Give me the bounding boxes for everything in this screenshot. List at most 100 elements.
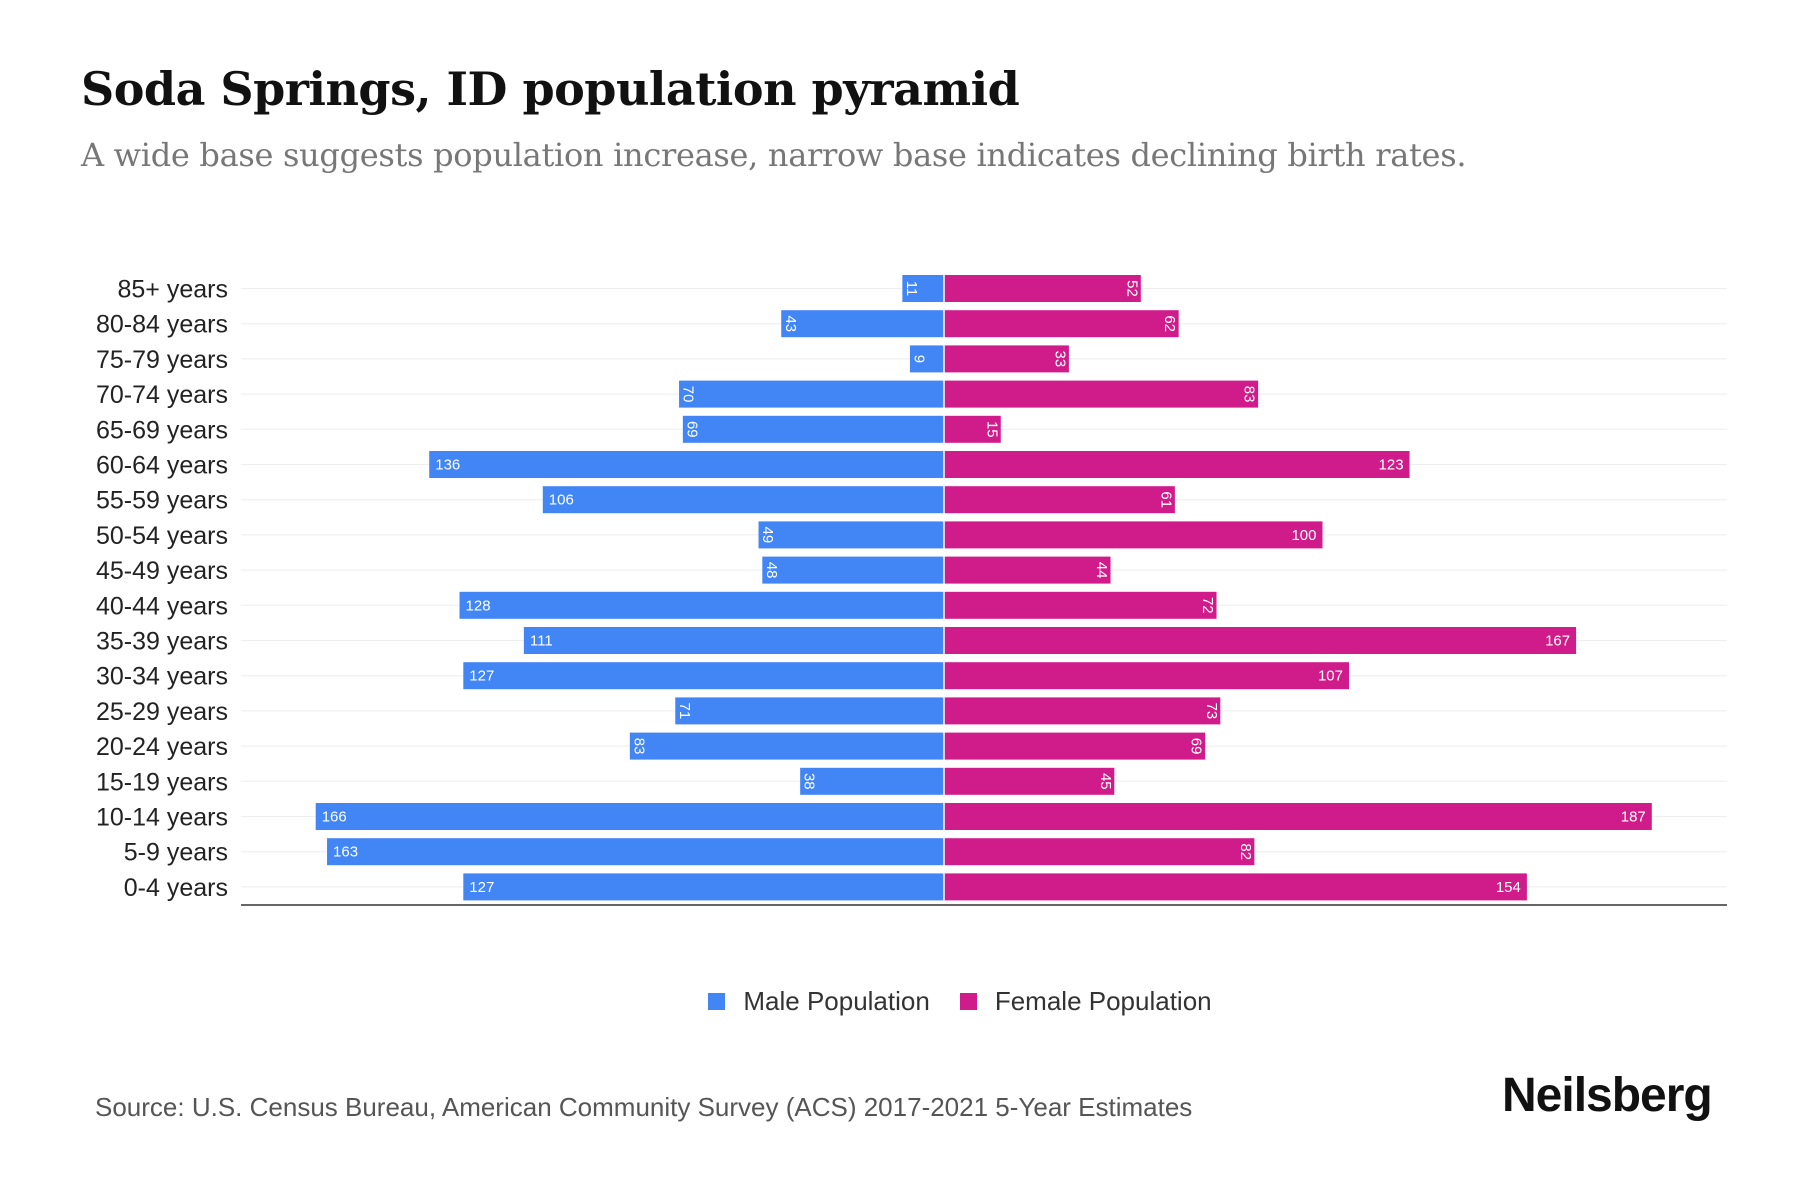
- bar-male: [327, 838, 944, 866]
- bar-female: [944, 275, 1141, 302]
- legend-item-male[interactable]: Male Population: [708, 986, 930, 1017]
- legend: Male Population Female Population: [0, 986, 1800, 1017]
- data-label: 106: [549, 492, 574, 509]
- bar-male: [902, 275, 944, 302]
- y-tick-label: 40-44 years: [96, 592, 228, 620]
- data-label: 111: [530, 633, 553, 650]
- data-label: 72: [1199, 597, 1216, 614]
- y-tick-label: 45-49 years: [96, 557, 228, 585]
- data-label: 69: [683, 421, 700, 438]
- bar-female: [944, 556, 1111, 584]
- data-label: 70: [680, 386, 697, 403]
- bar-male: [781, 310, 944, 338]
- bar-male: [909, 345, 944, 373]
- bar-female: [944, 310, 1179, 338]
- y-tick-label: 80-84 years: [96, 311, 228, 339]
- y-tick-label: 70-74 years: [96, 381, 228, 409]
- bar-male: [463, 662, 944, 690]
- data-label: 48: [763, 562, 780, 579]
- data-label: 127: [469, 879, 494, 896]
- y-tick-label: 30-34 years: [96, 663, 228, 691]
- data-label: 187: [1621, 809, 1646, 826]
- y-tick-label: 25-29 years: [96, 698, 228, 726]
- legend-label-female: Female Population: [994, 986, 1212, 1016]
- data-label: 154: [1496, 879, 1521, 896]
- y-tick-label: 20-24 years: [96, 733, 228, 761]
- bar-male: [542, 486, 944, 514]
- data-label: 166: [322, 809, 347, 826]
- data-label: 43: [782, 315, 799, 332]
- bar-male: [315, 803, 944, 830]
- legend-swatch-male: [708, 993, 726, 1010]
- data-label: 69: [1188, 738, 1205, 755]
- y-tick-label: 75-79 years: [96, 346, 228, 374]
- y-tick-label: 5-9 years: [124, 839, 228, 867]
- bar-male: [459, 591, 944, 619]
- legend-item-female[interactable]: Female Population: [959, 986, 1212, 1017]
- data-label: 45: [1097, 773, 1114, 790]
- data-label: 123: [1379, 457, 1404, 474]
- data-label: 49: [759, 527, 776, 544]
- bar-female: [944, 627, 1577, 654]
- bar-female: [944, 451, 1410, 478]
- data-label: 107: [1318, 668, 1343, 685]
- data-label: 9: [910, 355, 927, 363]
- data-label: 52: [1123, 280, 1140, 297]
- data-label: 83: [630, 738, 647, 755]
- data-label: 163: [333, 844, 358, 861]
- population-pyramid-chart: 85+ years 11 52 80-84 years 43 62 75-79 years 9…: [96, 275, 1727, 906]
- data-label: 71: [676, 703, 693, 720]
- y-tick-label: 55-59 years: [96, 487, 228, 515]
- bar-male: [679, 380, 944, 408]
- y-tick-label: 10-14 years: [96, 804, 228, 832]
- neilsberg-logo: Neilsberg: [1502, 1069, 1713, 1122]
- data-label: 136: [435, 457, 460, 474]
- bar-female: [944, 345, 1069, 373]
- bar-male: [675, 697, 944, 725]
- bar-male: [758, 521, 944, 549]
- data-label: 100: [1291, 527, 1316, 544]
- y-tick-label: 65-69 years: [96, 416, 228, 444]
- bar-male: [629, 732, 944, 760]
- data-label: 73: [1203, 703, 1220, 720]
- data-label: 44: [1093, 562, 1110, 579]
- data-label: 15: [983, 421, 1000, 438]
- data-label: 167: [1545, 633, 1570, 650]
- data-label: 33: [1051, 351, 1068, 368]
- data-label: 11: [903, 281, 920, 297]
- y-tick-label: 60-64 years: [96, 452, 228, 480]
- bar-male: [682, 415, 944, 443]
- y-tick-label: 85+ years: [118, 276, 229, 304]
- data-label: 82: [1237, 843, 1254, 860]
- y-tick-label: 15-19 years: [96, 768, 228, 796]
- bar-female: [944, 415, 1001, 443]
- data-label: 83: [1241, 386, 1258, 403]
- bar-female: [944, 697, 1221, 725]
- bar-male: [463, 873, 944, 901]
- chart-subtitle: A wide base suggests population increase…: [81, 136, 1467, 174]
- bar-male: [762, 556, 944, 584]
- bar-female: [944, 521, 1323, 549]
- y-tick-label: 0-4 years: [124, 874, 228, 902]
- y-tick-label: 50-54 years: [96, 522, 228, 550]
- bar-female: [944, 591, 1217, 619]
- bar-male: [800, 767, 944, 795]
- legend-label-male: Male Population: [743, 986, 930, 1016]
- data-label: 61: [1157, 491, 1174, 508]
- source-note: Source: U.S. Census Bureau, American Com…: [95, 1092, 1193, 1122]
- bar-female: [944, 838, 1255, 866]
- legend-swatch-female: [959, 993, 977, 1010]
- chart-title: Soda Springs, ID population pyramid: [81, 62, 1020, 116]
- bar-female: [944, 662, 1349, 690]
- bar-female: [944, 767, 1115, 795]
- bar-male: [523, 627, 944, 654]
- data-label: 127: [469, 668, 494, 685]
- data-label: 62: [1161, 315, 1178, 332]
- bar-female: [944, 873, 1527, 901]
- y-tick-label: 35-39 years: [96, 628, 228, 656]
- bar-male: [429, 451, 944, 478]
- bar-female: [944, 732, 1206, 760]
- bar-female: [944, 803, 1652, 830]
- bar-female: [944, 380, 1259, 408]
- data-label: 128: [466, 597, 491, 614]
